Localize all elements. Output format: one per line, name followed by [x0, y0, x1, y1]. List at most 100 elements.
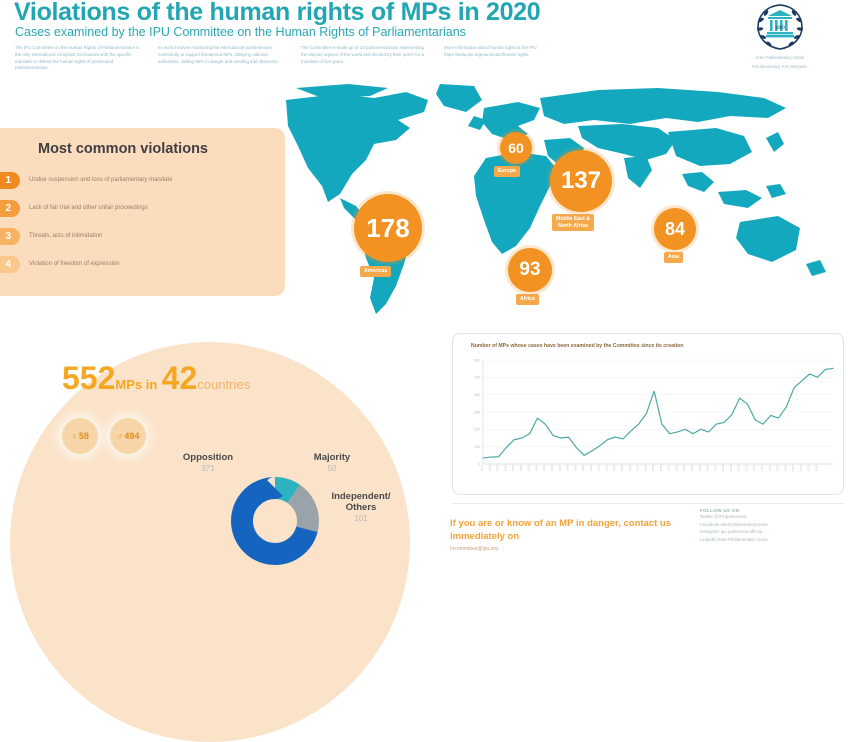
- violation-label: Undue suspension and loss of parliamenta…: [29, 177, 173, 183]
- donut-legend-opposition: Opposition 371: [168, 452, 248, 473]
- map-bubble-americas[interactable]: 178: [354, 194, 422, 262]
- svg-text:1999: 1999: [651, 464, 655, 471]
- violation-rank: 3: [0, 227, 20, 245]
- intro-column: Its work involves monitoring the interna…: [158, 45, 279, 64]
- svg-text:2007: 2007: [713, 464, 717, 471]
- donut-legend-label: Independent/ Others: [331, 491, 391, 513]
- svg-text:300: 300: [474, 410, 480, 414]
- svg-text:2003: 2003: [682, 464, 686, 471]
- svg-text:1988: 1988: [566, 464, 570, 471]
- svg-text:1984: 1984: [534, 464, 538, 471]
- map-bubble-value: 178: [366, 212, 410, 243]
- svg-text:400: 400: [474, 393, 480, 397]
- intro-column: The Committee is made up of 10 parliamen…: [301, 45, 425, 64]
- chart-x-axis-ticks: 1977 1978 1979 1980 1981 1982 1983 1984 1985 1986…: [480, 464, 818, 471]
- svg-text:100: 100: [474, 445, 480, 449]
- map-bubble-value: 137: [560, 167, 602, 194]
- svg-text:1980: 1980: [503, 464, 507, 471]
- svg-text:2008: 2008: [721, 464, 725, 471]
- page-subtitle: Cases examined by the IPU Committee on t…: [15, 25, 466, 39]
- svg-text:1981: 1981: [511, 464, 515, 471]
- svg-text:1990: 1990: [581, 464, 585, 471]
- svg-text:2018: 2018: [799, 464, 803, 471]
- svg-text:2012: 2012: [752, 464, 756, 471]
- map-bubble-value: 84: [664, 218, 686, 239]
- svg-text:0: 0: [478, 462, 480, 466]
- donut-legend-value: 371: [201, 463, 215, 473]
- donut-legend-independent: Independent/ Others 101: [318, 491, 404, 523]
- svg-text:1995: 1995: [620, 464, 624, 471]
- female-icon: ♀: [71, 431, 78, 441]
- svg-text:1982: 1982: [519, 464, 523, 471]
- svg-text:2017: 2017: [791, 464, 795, 471]
- violation-item: 1 Undue suspension and loss of parliamen…: [0, 170, 172, 190]
- map-bubble-europe[interactable]: 60: [500, 132, 532, 164]
- follow-link[interactable]: Twitter @IPUparliament: [700, 514, 747, 519]
- donut-svg: [231, 477, 319, 565]
- violation-item: 2 Lack of fair trial and other unfair pr…: [0, 198, 148, 218]
- violation-rank: 2: [0, 199, 20, 217]
- svg-text:1977: 1977: [480, 464, 484, 471]
- map-bubble-value: 60: [508, 140, 524, 156]
- svg-text:2000: 2000: [659, 464, 663, 471]
- violation-label: Threats, acts of intimidation: [29, 233, 103, 239]
- svg-text:1993: 1993: [604, 464, 608, 471]
- timeline-line-chart: 0 100 200 300 400 500 600 1977 1978 1979 1980 1981…: [474, 358, 834, 471]
- donut-legend-value: 50: [327, 463, 337, 473]
- svg-text:1985: 1985: [542, 464, 546, 471]
- svg-text:2010: 2010: [737, 464, 741, 471]
- women-count: 58: [78, 431, 89, 441]
- svg-text:2019: 2019: [807, 464, 811, 471]
- map-bubble-africa[interactable]: 93: [508, 248, 552, 292]
- donut-legend-label: Majority: [313, 452, 351, 463]
- map-bubble-label-europe: Europe: [494, 166, 520, 177]
- svg-text:2001: 2001: [667, 464, 671, 471]
- logo-name: Inter-Parliamentary Union: [756, 55, 804, 60]
- svg-text:1978: 1978: [488, 464, 492, 471]
- map-bubble-label-africa: Africa: [516, 294, 539, 305]
- svg-text:1994: 1994: [612, 464, 616, 471]
- logo: 1889 Inter-Parliamentary Union For democ…: [735, 2, 825, 71]
- chart-data-line: [482, 367, 834, 459]
- contact-cta-text: If you are or know of an MP in danger, c…: [450, 518, 672, 542]
- donut-slice-independent[interactable]: [231, 477, 319, 565]
- follow-link[interactable]: Facebook InterParliamentaryUnion: [700, 521, 768, 527]
- svg-text:1889: 1889: [775, 26, 786, 31]
- world-map: 178 Americas 60 Europe 137 Middle East &…: [278, 82, 850, 322]
- summary-circle-background: [10, 342, 410, 742]
- countries-word: countries: [197, 377, 251, 392]
- svg-text:1996: 1996: [628, 464, 632, 471]
- follow-link[interactable]: Instagram ipu.parliament.official: [700, 529, 762, 535]
- donut-hole: [254, 500, 296, 542]
- svg-text:1992: 1992: [597, 464, 601, 471]
- map-bubble-mena[interactable]: 137: [550, 150, 612, 212]
- follow-link[interactable]: LinkedIn Inter-Parliamentary Union: [700, 537, 768, 543]
- svg-text:1979: 1979: [496, 464, 500, 471]
- men-count: 494: [124, 431, 140, 441]
- violation-item: 4 Violation of freedom of expression: [0, 254, 120, 274]
- mps-word: MPs in: [115, 377, 158, 392]
- svg-text:1987: 1987: [558, 464, 562, 471]
- svg-text:2009: 2009: [729, 464, 733, 471]
- svg-text:600: 600: [474, 358, 480, 362]
- intro-text-columns: The IPU Committee on the Human Rights of…: [15, 45, 715, 72]
- contact-email[interactable]: hrcommittee@ipu.org: [450, 545, 498, 552]
- chart-title: Number of MPs whose cases have been exam…: [471, 343, 684, 349]
- world-map-svg: [286, 84, 826, 314]
- svg-text:2006: 2006: [706, 464, 710, 471]
- violation-rank: 4: [0, 255, 20, 273]
- footer-divider: [452, 503, 844, 504]
- total-mps-value: 552: [62, 360, 116, 396]
- intro-column: More information about human rights at t…: [444, 45, 538, 57]
- svg-text:1997: 1997: [636, 464, 640, 471]
- timeline-chart-card: Number of MPs whose cases have been exam…: [452, 333, 844, 495]
- svg-text:2002: 2002: [674, 464, 678, 471]
- header: Violations of the human rights of MPs in…: [0, 0, 850, 100]
- svg-text:2011: 2011: [744, 464, 748, 471]
- map-bubble-asia[interactable]: 84: [654, 208, 696, 250]
- donut-legend-label: Opposition: [182, 452, 234, 463]
- svg-text:200: 200: [474, 428, 480, 432]
- chart-y-axis-ticks: 0 100 200 300 400 500 600: [474, 358, 480, 466]
- svg-text:1986: 1986: [550, 464, 554, 471]
